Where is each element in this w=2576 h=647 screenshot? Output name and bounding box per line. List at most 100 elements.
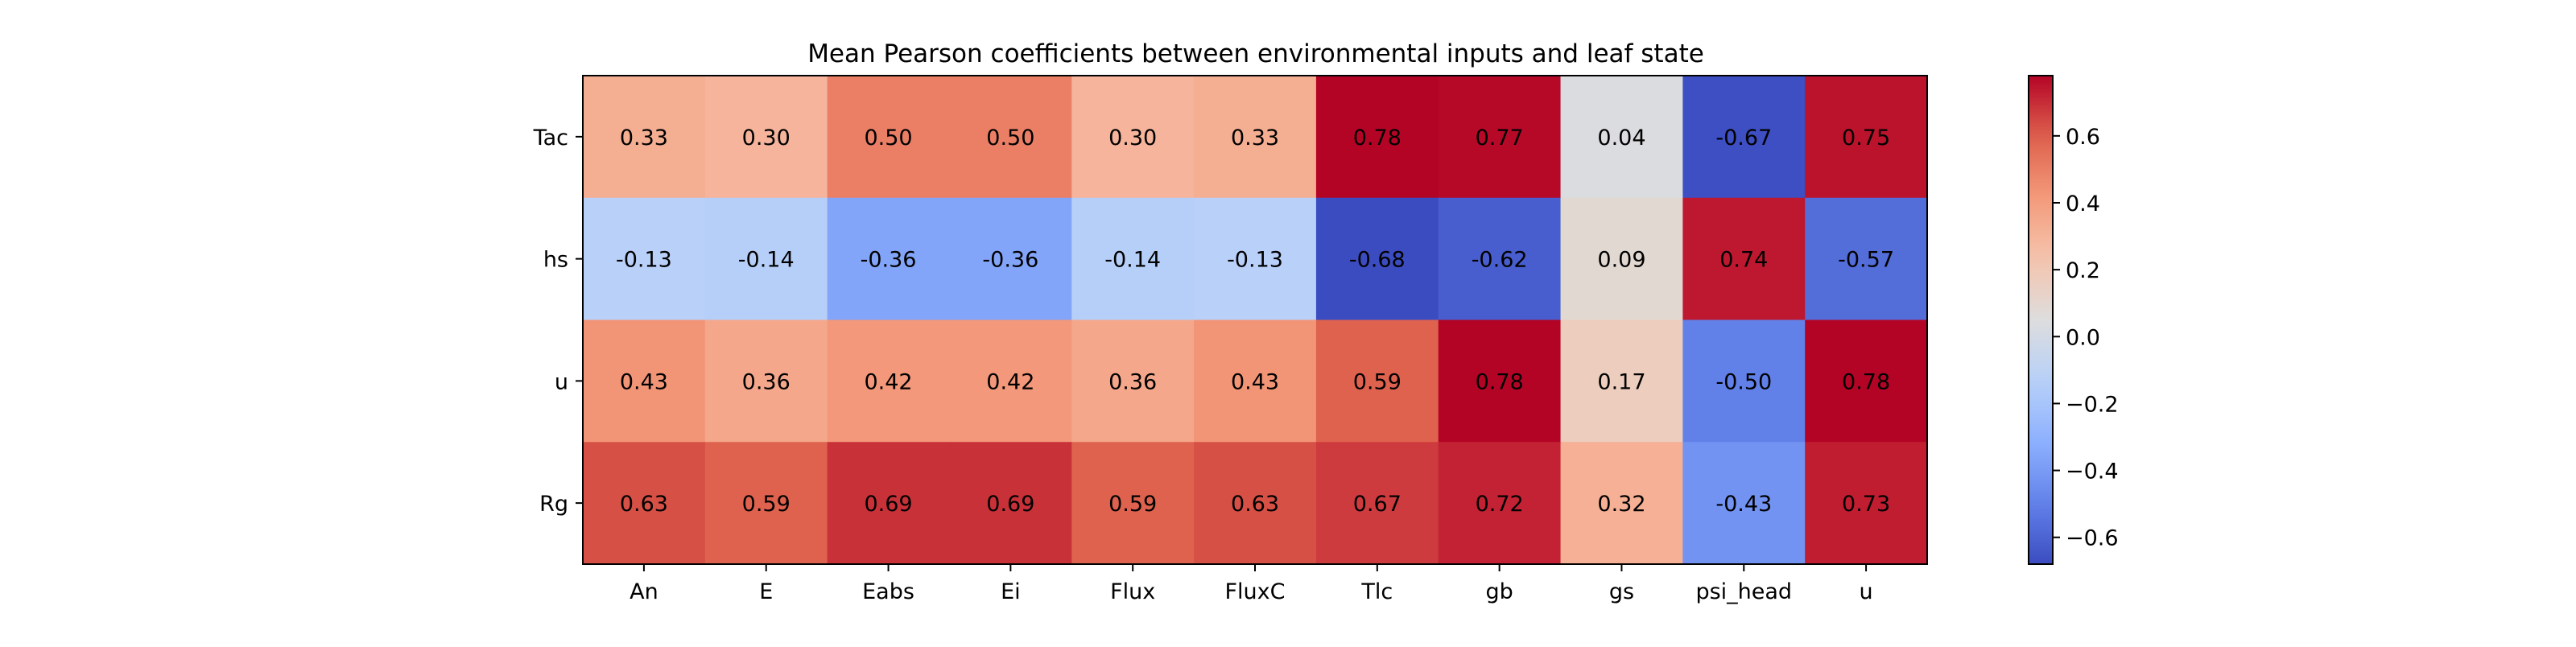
x-tick-label: psi_head (1695, 579, 1792, 604)
y-tick-label: hs (543, 248, 568, 273)
cell-value-label: -0.68 (1349, 248, 1406, 273)
cell-value-label: 0.30 (742, 126, 791, 150)
cell-value-label: 0.75 (1842, 126, 1890, 150)
cell-value-label: 0.09 (1597, 248, 1645, 273)
x-tick-label: Tlc (1360, 579, 1393, 604)
cell-value-label: 0.67 (1353, 492, 1402, 517)
cell-value-label: 0.78 (1842, 369, 1890, 394)
colorbar-tick-label: 0.2 (2066, 258, 2100, 283)
colorbar-tick-label: 0.6 (2066, 125, 2100, 150)
colorbar-tick-label: −0.4 (2066, 459, 2119, 484)
cell-value-label: 0.50 (986, 126, 1034, 150)
cell-value-label: 0.36 (742, 369, 791, 394)
heatmap-cell (1438, 442, 1562, 565)
x-tick-label: gb (1485, 579, 1513, 604)
cell-value-label: 0.42 (864, 369, 912, 394)
heatmap-cell (1194, 76, 1317, 199)
heatmap-cell (1805, 197, 1928, 321)
cell-value-label: 0.69 (986, 492, 1034, 517)
cell-value-label: 0.43 (1231, 369, 1279, 394)
cell-value-label: 0.72 (1476, 492, 1524, 517)
heatmap-cell (1560, 442, 1683, 565)
heatmap-cell (1682, 319, 1806, 443)
cell-value-label: 0.33 (620, 126, 668, 150)
heatmap-cell (1560, 76, 1683, 199)
cell-value-label: 0.04 (1597, 126, 1645, 150)
cell-value-label: 0.59 (1108, 492, 1157, 517)
heatmap-cell (1805, 442, 1928, 565)
cell-value-label: 0.50 (864, 126, 912, 150)
cell-value-label: 0.42 (986, 369, 1034, 394)
heatmap-cell (827, 319, 951, 443)
cell-value-label: 0.59 (1353, 369, 1402, 394)
cell-value-label: -0.36 (861, 248, 917, 273)
x-axis: An E Eabs Ei Flux FluxC Tlc gb gs psi_head u (630, 564, 1873, 604)
cell-value-label: 0.30 (1108, 126, 1157, 150)
heatmap-cell (1315, 76, 1439, 199)
x-tick-label: E (759, 579, 773, 604)
heatmap-cell (1194, 442, 1317, 565)
heatmap-cell (1315, 319, 1439, 443)
y-tick-label: u (555, 369, 568, 394)
x-tick-label: u (1860, 579, 1873, 604)
cell-value-label: -0.36 (982, 248, 1038, 273)
cell-value-label: -0.50 (1715, 369, 1772, 394)
heatmap-cell (1071, 442, 1195, 565)
x-tick-label: gs (1609, 579, 1634, 604)
y-axis: Tac hs u Rg (533, 126, 583, 517)
heatmap-cell (1194, 319, 1317, 443)
heatmap-cell (704, 319, 828, 443)
cell-value-label: -0.57 (1838, 248, 1894, 273)
x-tick-label: An (630, 579, 658, 604)
heatmap-cell (949, 319, 1072, 443)
cell-value-label: 0.73 (1842, 492, 1890, 517)
x-tick-label: FluxC (1225, 579, 1286, 604)
cell-value-label: -0.13 (1227, 248, 1283, 273)
heatmap-cell (827, 76, 951, 199)
heatmap-cell (1071, 319, 1195, 443)
x-tick-label: Ei (1001, 579, 1021, 604)
cell-value-label: -0.67 (1715, 126, 1772, 150)
y-tick-label: Tac (533, 126, 568, 150)
heatmap-cell (583, 319, 706, 443)
cell-value-label: 0.78 (1353, 126, 1402, 150)
cell-value-label: 0.32 (1597, 492, 1645, 517)
heatmap-cell (1315, 442, 1439, 565)
heatmap-cell (1194, 197, 1317, 321)
heatmap-cell (1682, 197, 1806, 321)
x-tick-label: Eabs (862, 579, 914, 604)
cell-value-label: -0.14 (738, 248, 795, 273)
heatmap-cell (1560, 319, 1683, 443)
cell-value-label: -0.43 (1715, 492, 1772, 517)
cell-value-label: 0.74 (1719, 248, 1768, 273)
heatmap-cell (1438, 197, 1562, 321)
heatmap-cell (704, 76, 828, 199)
heatmap-cell-labels: 0.33 0.30 0.50 0.50 0.30 0.33 0.78 0.77 0.04 -0.6… (616, 126, 1894, 517)
heatmap-cell (949, 197, 1072, 321)
heatmap-cell (583, 197, 706, 321)
heatmap-cell (1071, 76, 1195, 199)
cell-value-label: -0.14 (1104, 248, 1161, 273)
heatmap-cell (1071, 197, 1195, 321)
cell-value-label: 0.59 (742, 492, 791, 517)
heatmap-cell (949, 76, 1072, 199)
heatmap-cell (1438, 319, 1562, 443)
colorbar-axis: −0.6 −0.4 −0.2 0.0 0.2 0.4 0.6 (2053, 125, 2119, 551)
heatmap-cell (1560, 197, 1683, 321)
cell-value-label: -0.13 (616, 248, 672, 273)
cell-value-label: 0.63 (620, 492, 668, 517)
colorbar-tick-label: 0.0 (2066, 325, 2100, 350)
colorbar (2028, 75, 2054, 565)
heatmap-cell (1438, 76, 1562, 199)
heatmap-cell (1315, 197, 1439, 321)
cell-value-label: 0.43 (620, 369, 668, 394)
cell-value-label: -0.62 (1472, 248, 1528, 273)
heatmap-cell (704, 442, 828, 565)
cell-value-label: 0.78 (1476, 369, 1524, 394)
cell-value-label: 0.36 (1108, 369, 1157, 394)
heatmap-cell (1682, 76, 1806, 199)
heatmap-cell (1805, 319, 1928, 443)
heatmap-cell (583, 76, 706, 199)
cell-value-label: 0.33 (1231, 126, 1279, 150)
